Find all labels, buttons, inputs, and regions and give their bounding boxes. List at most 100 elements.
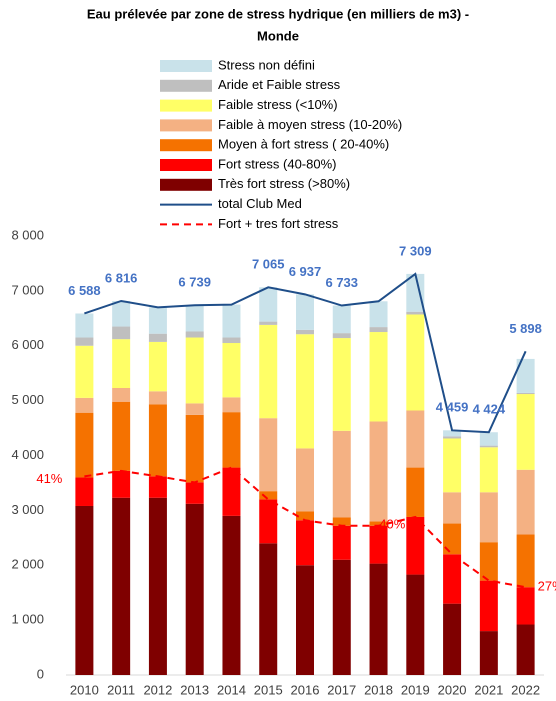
x-tick-label: 2016 (291, 682, 320, 697)
bar-segment (148, 391, 167, 405)
bar-segment (369, 563, 388, 675)
bar-segment (259, 491, 278, 500)
bar-segment (516, 624, 535, 675)
annotation: 41% (36, 471, 62, 486)
data-label: 6 588 (68, 283, 101, 298)
bar-segment (185, 403, 204, 415)
bar-segment (406, 273, 425, 312)
bar-segment (222, 412, 241, 468)
x-tick-label: 2014 (217, 682, 246, 697)
y-tick-label: 6 000 (11, 337, 44, 352)
bar-segment (185, 503, 204, 675)
legend-label: Très fort stress (>80%) (218, 176, 350, 191)
legend-swatch (160, 139, 212, 152)
bar-segment (406, 516, 425, 575)
bar-segment (516, 587, 535, 625)
bar-segment (516, 358, 535, 393)
bar-segment (296, 520, 314, 566)
bar-segment (296, 334, 314, 449)
legend-label: total Club Med (218, 196, 302, 211)
bar-segment (443, 438, 462, 493)
bar-segment (112, 388, 131, 402)
bar-segment (112, 339, 131, 389)
legend-swatch (160, 159, 212, 171)
y-tick-label: 2 000 (11, 557, 44, 572)
bar-segment (369, 332, 388, 422)
data-label: 5 898 (509, 321, 542, 336)
bar-segment (332, 333, 351, 339)
bar-segment (259, 321, 278, 325)
data-label: 6 739 (178, 275, 211, 290)
bar-segment (479, 492, 498, 543)
bar-segment (75, 412, 94, 478)
y-tick-label: 8 000 (11, 227, 44, 242)
bar-segment (479, 432, 498, 446)
bar-segment (185, 305, 204, 332)
data-label: 6 816 (105, 270, 138, 285)
legend-label: Moyen à fort stress ( 20-40%) (218, 137, 389, 152)
x-tick-label: 2021 (474, 682, 503, 697)
bar-segment (296, 565, 314, 675)
bar-segment (406, 410, 425, 468)
x-tick-label: 2018 (364, 682, 393, 697)
y-tick-label: 3 000 (11, 502, 44, 517)
bar-segment (222, 304, 241, 338)
bar-segment (479, 631, 498, 675)
bar-segment (75, 397, 94, 413)
bar-segment (222, 397, 241, 413)
bar-segment (75, 345, 94, 398)
annotation: 40% (379, 516, 405, 531)
bar-segment (516, 469, 535, 535)
total-line (84, 272, 527, 434)
chart-title: Eau prélevée par zone de stress hydrique… (87, 6, 469, 21)
data-label: 7 309 (399, 243, 432, 258)
bar-segment (222, 343, 241, 398)
bar-segment (259, 499, 278, 544)
dashed-line (84, 466, 526, 589)
bar-segment (369, 421, 388, 522)
data-label: 6 937 (289, 264, 322, 279)
legend-label: Stress non défini (218, 57, 315, 72)
bar-segment (369, 327, 388, 333)
bar-segment (369, 521, 388, 526)
legend-swatch (160, 60, 212, 72)
x-tick-label: 2013 (180, 682, 209, 697)
legend-swatch (160, 99, 212, 112)
bar-segment (443, 523, 462, 555)
legend-label: Fort stress (40-80%) (218, 156, 336, 171)
data-label: 6 733 (325, 275, 358, 290)
bar-segment (75, 505, 94, 675)
bar-segment (185, 482, 204, 504)
bar-segment (185, 331, 204, 338)
bar-segment (112, 326, 131, 340)
bar-segment (112, 470, 131, 498)
legend-label: Fort + tres fort stress (218, 216, 339, 231)
bar-segment (222, 515, 241, 675)
x-tick-label: 2019 (401, 682, 430, 697)
x-tick-label: 2011 (107, 682, 135, 697)
data-label: 4 459 (436, 400, 469, 415)
bar-segment (222, 337, 241, 344)
y-tick-label: 5 000 (11, 392, 44, 407)
x-tick-label: 2022 (511, 682, 540, 697)
legend-swatch (160, 79, 212, 92)
bar-segment (75, 477, 94, 506)
bar-segment (406, 467, 425, 517)
bar-segment (148, 404, 167, 477)
x-tick-label: 2017 (327, 682, 356, 697)
bar-segment (148, 333, 167, 342)
bar-segment (296, 329, 314, 335)
chart-subtitle: Monde (257, 28, 299, 43)
bar-segment (185, 337, 204, 404)
bar-segment (259, 418, 278, 492)
legend-label: Faible stress (<10%) (218, 97, 338, 112)
legend-label: Faible à moyen stress (10-20%) (218, 117, 402, 132)
bar-segment (443, 436, 462, 439)
bar-segment (148, 497, 167, 675)
bar-segment (479, 580, 498, 632)
bar-segment (296, 511, 314, 521)
bar-segment (406, 314, 425, 411)
annotation: 27% (538, 579, 556, 594)
bar-segment (222, 467, 241, 516)
